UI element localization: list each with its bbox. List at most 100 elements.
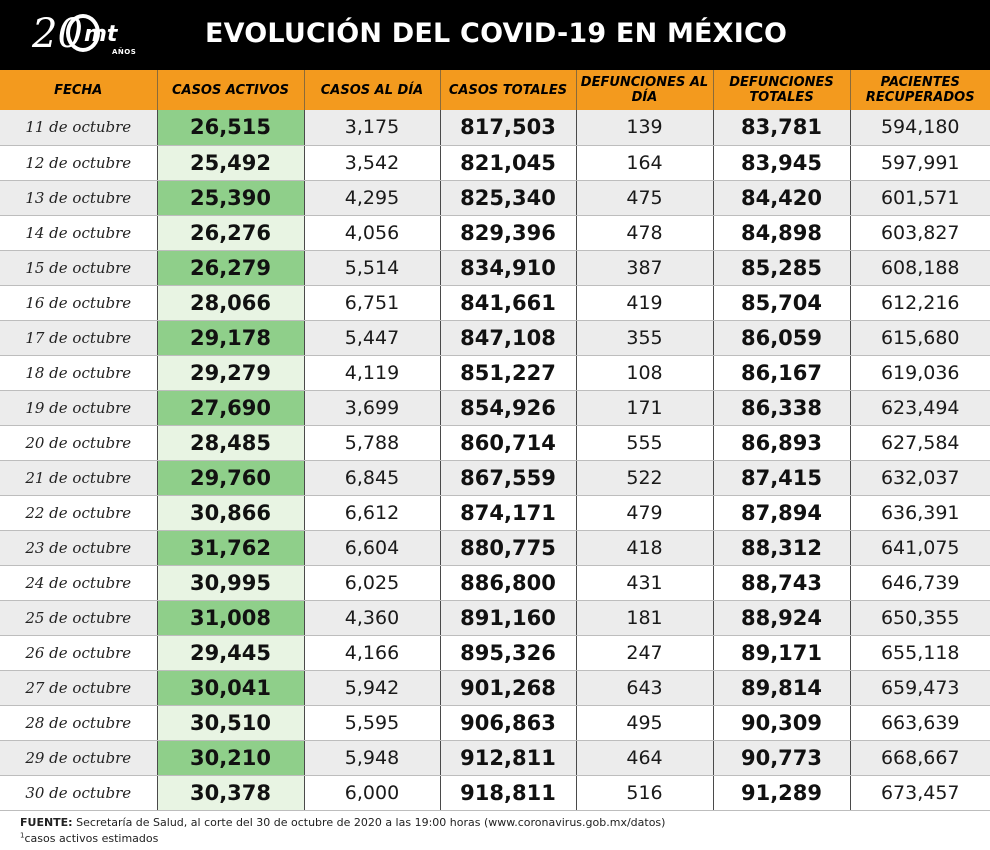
note-line: 1casos activos estimados: [20, 831, 980, 847]
cell-casos-totales: 918,811: [440, 775, 577, 811]
cell-casos-totales: 895,326: [440, 635, 577, 671]
cell-pacientes-recuperados: 619,036: [850, 355, 990, 391]
cell-casos-al-dia: 5,595: [304, 705, 441, 741]
cell-pacientes-recuperados: 659,473: [850, 670, 990, 706]
header-fecha: FECHA: [0, 70, 158, 110]
cell-fecha: 30 de octubre: [0, 775, 158, 811]
cell-casos-activos: 29,760: [157, 460, 305, 496]
cell-defunciones-al-dia: 247: [576, 635, 714, 671]
cell-defunciones-totales: 84,898: [713, 215, 851, 251]
source-line: FUENTE: Secretaría de Salud, al corte de…: [20, 815, 980, 831]
milenio-20-years-logo: 20 mt AÑOS: [32, 8, 142, 64]
cell-fecha: 19 de octubre: [0, 390, 158, 426]
table-row: 14 de octubre 26,276 4,056 829,396 478 84,898…: [0, 215, 990, 251]
cell-fecha: 24 de octubre: [0, 565, 158, 601]
cell-defunciones-al-dia: 478: [576, 215, 714, 251]
cell-defunciones-al-dia: 516: [576, 775, 714, 811]
cell-pacientes-recuperados: 603,827: [850, 215, 990, 251]
cell-casos-totales: 867,559: [440, 460, 577, 496]
cell-pacientes-recuperados: 608,188: [850, 250, 990, 286]
cell-pacientes-recuperados: 650,355: [850, 600, 990, 636]
table-row: 16 de octubre 28,066 6,751 841,661 419 85,704…: [0, 285, 990, 321]
cell-fecha: 16 de octubre: [0, 285, 158, 321]
title-bar: 20 mt AÑOS EVOLUCIÓN DEL COVID-19 EN MÉX…: [0, 0, 990, 70]
cell-casos-activos: 30,378: [157, 775, 305, 811]
table-row: 13 de octubre 25,390 4,295 825,340 475 84,420…: [0, 180, 990, 216]
cell-defunciones-al-dia: 419: [576, 285, 714, 321]
cell-casos-activos: 29,445: [157, 635, 305, 671]
header-defunciones-al-dia: DEFUNCIONES AL DÍA: [576, 70, 714, 110]
cell-casos-activos: 29,279: [157, 355, 305, 391]
cell-fecha: 13 de octubre: [0, 180, 158, 216]
cell-pacientes-recuperados: 668,667: [850, 740, 990, 776]
cell-defunciones-totales: 84,420: [713, 180, 851, 216]
cell-casos-totales: 912,811: [440, 740, 577, 776]
cell-fecha: 12 de octubre: [0, 145, 158, 181]
table-row: 21 de octubre 29,760 6,845 867,559 522 87,415…: [0, 460, 990, 496]
cell-pacientes-recuperados: 673,457: [850, 775, 990, 811]
cell-defunciones-totales: 86,059: [713, 320, 851, 356]
cell-casos-totales: 817,503: [440, 110, 577, 146]
cell-fecha: 18 de octubre: [0, 355, 158, 391]
table-row: 23 de octubre 31,762 6,604 880,775 418 88,312…: [0, 530, 990, 566]
cell-defunciones-al-dia: 387: [576, 250, 714, 286]
cell-defunciones-totales: 89,171: [713, 635, 851, 671]
cell-fecha: 25 de octubre: [0, 600, 158, 636]
cell-defunciones-al-dia: 475: [576, 180, 714, 216]
cell-defunciones-totales: 86,167: [713, 355, 851, 391]
cell-pacientes-recuperados: 601,571: [850, 180, 990, 216]
table-row: 20 de octubre 28,485 5,788 860,714 555 86,893…: [0, 425, 990, 461]
table-row: 24 de octubre 30,995 6,025 886,800 431 88,743…: [0, 565, 990, 601]
table-header-row: FECHA CASOS ACTIVOS CASOS AL DÍA CASOS T…: [0, 70, 990, 110]
cell-casos-activos: 29,178: [157, 320, 305, 356]
cell-casos-activos: 27,690: [157, 390, 305, 426]
note-mark: 1: [20, 831, 25, 840]
header-defunciones-totales: DEFUNCIONES TOTALES: [713, 70, 851, 110]
cell-pacientes-recuperados: 623,494: [850, 390, 990, 426]
cell-fecha: 14 de octubre: [0, 215, 158, 251]
cell-defunciones-al-dia: 464: [576, 740, 714, 776]
cell-casos-totales: 825,340: [440, 180, 577, 216]
cell-casos-totales: 906,863: [440, 705, 577, 741]
cell-casos-totales: 874,171: [440, 495, 577, 531]
table-row: 28 de octubre 30,510 5,595 906,863 495 90,309…: [0, 705, 990, 741]
cell-pacientes-recuperados: 641,075: [850, 530, 990, 566]
cell-defunciones-al-dia: 418: [576, 530, 714, 566]
cell-fecha: 22 de octubre: [0, 495, 158, 531]
cell-fecha: 28 de octubre: [0, 705, 158, 741]
cell-casos-al-dia: 4,295: [304, 180, 441, 216]
cell-casos-activos: 26,279: [157, 250, 305, 286]
cell-casos-activos: 26,276: [157, 215, 305, 251]
header-casos-totales: CASOS TOTALES: [440, 70, 577, 110]
cell-pacientes-recuperados: 646,739: [850, 565, 990, 601]
table-row: 18 de octubre 29,279 4,119 851,227 108 86,167…: [0, 355, 990, 391]
cell-pacientes-recuperados: 612,216: [850, 285, 990, 321]
cell-defunciones-al-dia: 495: [576, 705, 714, 741]
cell-defunciones-totales: 90,773: [713, 740, 851, 776]
cell-casos-activos: 31,008: [157, 600, 305, 636]
cell-casos-totales: 901,268: [440, 670, 577, 706]
cell-pacientes-recuperados: 663,639: [850, 705, 990, 741]
cell-pacientes-recuperados: 632,037: [850, 460, 990, 496]
cell-defunciones-al-dia: 431: [576, 565, 714, 601]
cell-casos-al-dia: 4,056: [304, 215, 441, 251]
cell-casos-al-dia: 5,447: [304, 320, 441, 356]
logo-brand: mt: [84, 22, 118, 47]
cell-casos-totales: 847,108: [440, 320, 577, 356]
cell-pacientes-recuperados: 615,680: [850, 320, 990, 356]
cell-casos-totales: 891,160: [440, 600, 577, 636]
cell-casos-activos: 30,866: [157, 495, 305, 531]
cell-casos-activos: 30,510: [157, 705, 305, 741]
cell-casos-activos: 30,210: [157, 740, 305, 776]
cell-fecha: 21 de octubre: [0, 460, 158, 496]
header-casos-activos: CASOS ACTIVOS: [157, 70, 305, 110]
table-row: 27 de octubre 30,041 5,942 901,268 643 89,814…: [0, 670, 990, 706]
cell-casos-totales: 880,775: [440, 530, 577, 566]
cell-defunciones-al-dia: 181: [576, 600, 714, 636]
cell-casos-al-dia: 6,604: [304, 530, 441, 566]
cell-casos-activos: 30,995: [157, 565, 305, 601]
cell-casos-al-dia: 6,612: [304, 495, 441, 531]
cell-casos-al-dia: 4,360: [304, 600, 441, 636]
cell-casos-al-dia: 5,514: [304, 250, 441, 286]
cell-casos-al-dia: 3,699: [304, 390, 441, 426]
